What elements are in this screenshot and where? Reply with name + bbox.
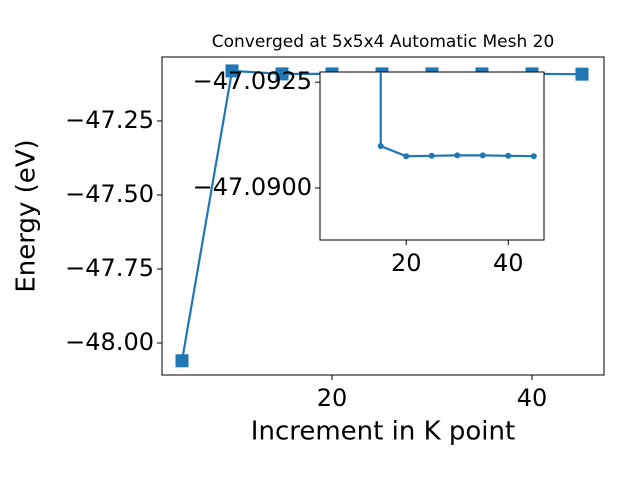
data-line: [379, 72, 534, 158]
marker: [479, 152, 486, 159]
y-tick-label: −47.0900: [193, 173, 312, 201]
chart-title: Converged at 5x5x4 Automatic Mesh 20: [212, 32, 555, 52]
x-tick-label: 20: [317, 384, 348, 412]
y-tick-label: −47.50: [65, 180, 154, 208]
x-tick-label: 40: [517, 384, 548, 412]
y-tick-label: −47.75: [65, 254, 154, 282]
marker: [454, 152, 461, 159]
marker: [275, 67, 289, 81]
x-axis-label: Increment in K point: [251, 417, 515, 447]
marker: [575, 67, 589, 81]
y-tick-label: −48.00: [65, 328, 154, 356]
x-tick-label: 20: [391, 249, 422, 277]
marker: [175, 354, 189, 368]
marker: [428, 152, 435, 159]
marker: [530, 153, 537, 160]
y-axis-label: Energy (eV): [12, 139, 42, 292]
marker: [377, 143, 384, 150]
marker: [505, 152, 512, 159]
y-tick-label: −47.25: [65, 106, 154, 134]
x-tick-label: 40: [493, 249, 524, 277]
plot-area: [377, 72, 537, 160]
marker: [403, 153, 410, 160]
marker: [225, 64, 239, 78]
y-tick-label: −47.0925: [193, 67, 312, 95]
